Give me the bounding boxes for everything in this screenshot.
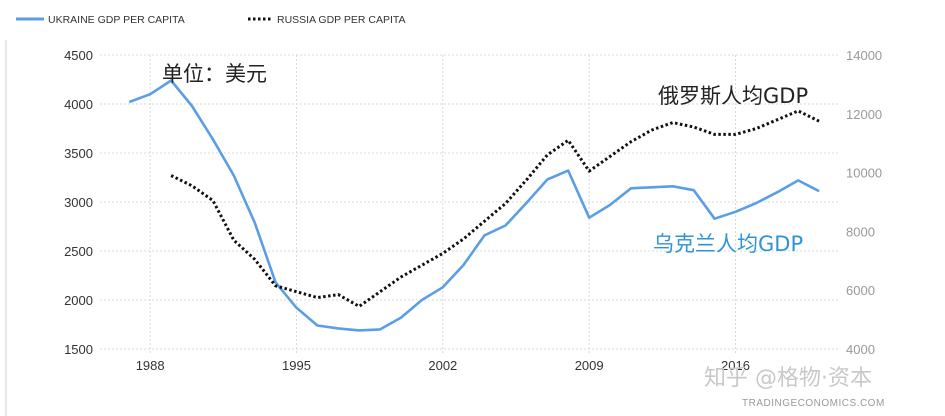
russia-data-point [316, 296, 318, 298]
ukraine-series-line [128, 79, 820, 332]
y-right-tick-label: 12000 [846, 107, 882, 122]
ukraine-data-point [212, 138, 214, 140]
ukraine-data-point [149, 93, 151, 95]
y-right-tick-label: 14000 [846, 48, 882, 63]
legend-label-russia: RUSSIA GDP PER CAPITA [277, 14, 406, 26]
ukraine-data-point [337, 327, 339, 329]
x-tick-label: 1995 [282, 358, 311, 373]
x-tick-label: 1988 [136, 358, 165, 373]
russia-data-point [693, 126, 695, 128]
russia-data-point [713, 133, 715, 135]
y-left-tick-label: 2000 [64, 293, 93, 308]
x-tick-label: 2016 [721, 358, 750, 373]
ukraine-data-point [693, 189, 695, 191]
y-left-tick-label: 1500 [64, 342, 93, 357]
ukraine-data-point [609, 204, 611, 206]
ukraine-data-point [358, 329, 360, 331]
ukraine-data-point [295, 307, 297, 309]
russia-data-point [525, 179, 527, 181]
ukraine-data-point [274, 281, 276, 283]
y-right-tick-label: 4000 [846, 342, 875, 357]
series [128, 79, 820, 332]
ukraine-data-point [797, 179, 799, 181]
ukraine-data-point [316, 324, 318, 326]
russia-data-point [609, 155, 611, 157]
russia-data-point [546, 154, 548, 156]
ukraine-data-point [525, 202, 527, 204]
russia-data-point [400, 276, 402, 278]
russia-data-point [191, 185, 193, 187]
russia-data-point [212, 199, 214, 201]
ukraine-data-point [546, 178, 548, 180]
y-left-tick-label: 4000 [64, 97, 93, 112]
unit-annotation: 单位：美元 [162, 62, 267, 86]
ukraine-data-point [651, 186, 653, 188]
x-tick-label: 2002 [428, 358, 457, 373]
ukraine-data-point [483, 234, 485, 236]
russia-data-point [295, 291, 297, 293]
ukraine-data-point [755, 202, 757, 204]
y-right-tick-label: 10000 [846, 166, 882, 181]
legend: UKRAINE GDP PER CAPITA RUSSIA GDP PER CA… [16, 14, 406, 26]
x-tick-label: 2009 [575, 358, 604, 373]
credit-text: TRADINGECONOMICS.COM [742, 398, 885, 409]
russia-data-point [379, 291, 381, 293]
russia-data-point [630, 141, 632, 143]
legend-label-ukraine: UKRAINE GDP PER CAPITA [48, 14, 185, 26]
ukraine-data-point [233, 174, 235, 176]
russia-data-point [797, 110, 799, 112]
ukraine-data-point [191, 105, 193, 107]
axes: 1500 2000 2500 3000 3500 4000 4500 4000 6000 8000… [64, 48, 882, 373]
russia-data-point [337, 293, 339, 295]
y-left-tick-label: 3500 [64, 146, 93, 161]
ukraine-data-point [567, 169, 569, 171]
ukraine-data-point [672, 185, 674, 187]
russia-data-point [672, 121, 674, 123]
russia-data-point [818, 120, 820, 122]
russia-data-point [483, 220, 485, 222]
y-left-tick-label: 2500 [64, 244, 93, 259]
russia-data-point [567, 139, 569, 141]
ukraine-annotation: 乌克兰人均GDP [653, 232, 803, 256]
grid [100, 54, 840, 355]
ukraine-data-point [588, 217, 590, 219]
ukraine-data-point [776, 191, 778, 193]
ukraine-data-point [630, 187, 632, 189]
ukraine-data-point [504, 224, 506, 226]
ukraine-data-point [734, 211, 736, 213]
russia-data-point [421, 264, 423, 266]
russia-data-point [755, 127, 757, 129]
ukraine-data-point [400, 316, 402, 318]
y-left-tick-label: 4500 [64, 48, 93, 63]
y-left-tick-label: 3000 [64, 195, 93, 210]
ukraine-data-point [128, 101, 130, 103]
russia-data-point [442, 252, 444, 254]
russia-data-point [254, 258, 256, 260]
ukraine-data-point [442, 286, 444, 288]
ukraine-data-point [713, 218, 715, 220]
russia-data-point [504, 202, 506, 204]
russia-series-line [170, 109, 820, 308]
ukraine-data-point [421, 299, 423, 301]
ukraine-data-point [254, 221, 256, 223]
russia-data-point [776, 119, 778, 121]
ukraine-data-point [379, 328, 381, 330]
ukraine-data-point [463, 264, 465, 266]
russia-data-point [588, 170, 590, 172]
russia-data-point [233, 239, 235, 241]
y-right-tick-label: 6000 [846, 283, 875, 298]
y-right-tick-label: 8000 [846, 224, 875, 239]
russia-data-point [463, 238, 465, 240]
russia-annotation: 俄罗斯人均GDP [658, 84, 808, 108]
ukraine-data-point [818, 190, 820, 192]
russia-data-point [274, 285, 276, 287]
watermark: 知乎 @格物·资本 [704, 366, 872, 391]
russia-data-point [734, 133, 736, 135]
russia-data-point [170, 174, 172, 176]
russia-data-point [651, 129, 653, 131]
russia-data-point [358, 305, 360, 307]
